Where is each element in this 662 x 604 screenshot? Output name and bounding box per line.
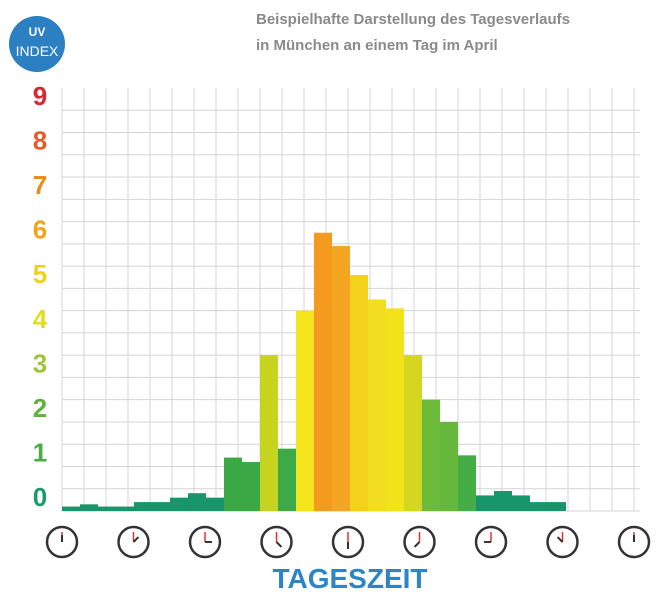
bar <box>188 493 206 511</box>
bar <box>404 355 422 511</box>
bar <box>206 498 224 511</box>
bar <box>368 300 386 512</box>
bar <box>62 507 80 511</box>
y-tick-label: 9 <box>33 81 47 111</box>
y-tick-label: 1 <box>33 437 47 467</box>
y-tick-label: 6 <box>33 215 47 245</box>
bar <box>386 308 404 511</box>
bar <box>98 507 116 511</box>
bar <box>530 502 548 511</box>
bars <box>62 233 566 511</box>
bar <box>422 400 440 511</box>
bar <box>314 233 332 511</box>
y-tick-label: 3 <box>33 348 47 378</box>
bar <box>134 502 152 511</box>
bar <box>224 458 242 511</box>
bar <box>260 355 278 511</box>
y-tick-label: 0 <box>33 482 47 512</box>
bar <box>476 495 494 511</box>
bar <box>116 507 134 511</box>
y-tick-label: 5 <box>33 259 47 289</box>
bar <box>458 455 476 511</box>
chart: UV INDEX Beispielhafte Darstellung des T… <box>0 0 662 604</box>
bar <box>80 504 98 511</box>
bar <box>350 275 368 511</box>
bar <box>170 498 188 511</box>
logo-text: INDEX <box>16 43 59 59</box>
logo: UV INDEX <box>9 16 65 72</box>
bar <box>494 491 512 511</box>
chart-title: Beispielhafte Darstellung des Tagesverla… <box>256 11 570 28</box>
clocks <box>47 527 649 557</box>
y-tick-label: 4 <box>33 304 48 334</box>
bar <box>242 462 260 511</box>
chart-title: in München an einem Tag im April <box>256 37 498 54</box>
x-axis-label: TAGESZEIT <box>272 563 427 594</box>
bar <box>548 502 566 511</box>
y-tick-label: 2 <box>33 393 47 423</box>
bar <box>278 449 296 511</box>
bar <box>332 246 350 511</box>
logo-text: UV <box>29 25 46 39</box>
bar <box>152 502 170 511</box>
bar <box>512 495 530 511</box>
y-tick-label: 7 <box>33 170 47 200</box>
bar <box>440 422 458 511</box>
y-tick-label: 8 <box>33 126 47 156</box>
bar <box>296 311 314 511</box>
